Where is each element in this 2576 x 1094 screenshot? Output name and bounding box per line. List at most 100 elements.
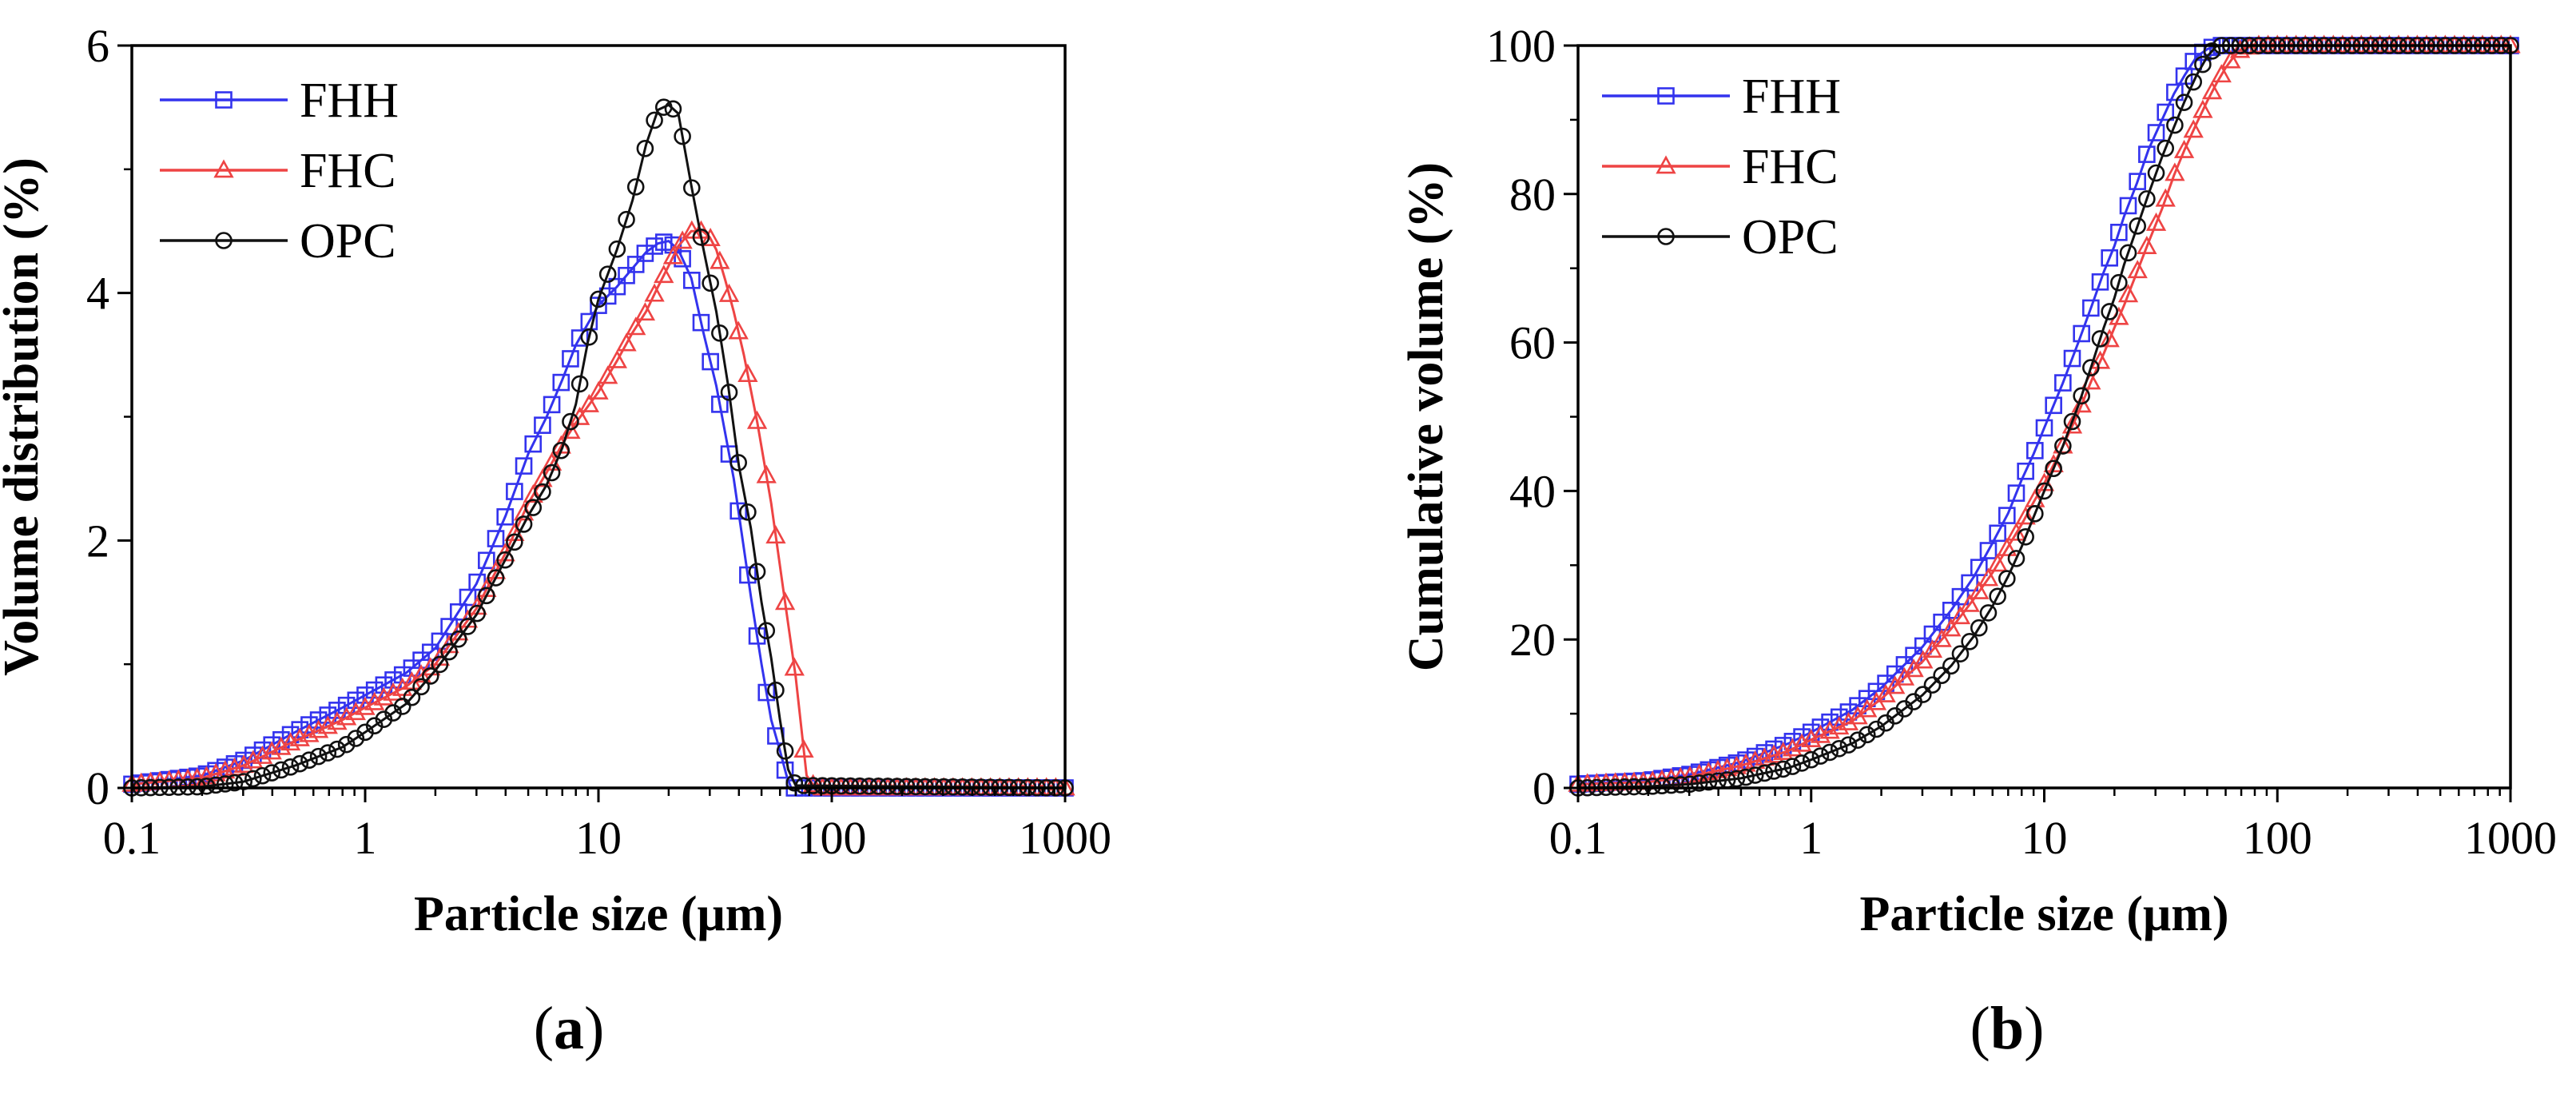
data-point-FHH-33 (1877, 674, 1894, 692)
data-point-FHC-29 (1838, 711, 1859, 730)
data-point-OPC-65 (729, 454, 748, 471)
data-point-OPC-54 (626, 178, 645, 196)
data-point-OPC-28 (1830, 739, 1848, 758)
data-point-OPC-66 (2184, 73, 2203, 91)
data-point-FHC-24 (1791, 733, 1812, 752)
data-point-OPC-44 (1979, 604, 1998, 622)
legend-marker (1656, 155, 1676, 174)
data-point-FHH-59 (674, 249, 691, 268)
panel-b-chart: 0.1 1 10 100 1000 0 20 40 60 80 100 Particle size (… (1399, 20, 2557, 941)
data-point-FHH-67 (748, 627, 766, 645)
legend-entry-OPC: OPC (1602, 210, 1839, 265)
data-point-OPC-52 (2054, 437, 2072, 455)
data-point-OPC-54 (2073, 387, 2090, 405)
data-point-FHH-56 (2091, 273, 2109, 291)
data-point-OPC-37 (1914, 686, 1932, 703)
legend-marker (215, 232, 233, 249)
data-point-OPC-80 (869, 778, 888, 795)
legend-label-FHC: FHC (1742, 140, 1839, 194)
data-point-FHC-28 (1829, 716, 1850, 735)
data-point-FHH-47 (562, 350, 579, 368)
data-point-FHC-43 (523, 483, 543, 503)
data-point-FHC-25 (1801, 728, 1822, 747)
y-tick-label: 4 (86, 268, 109, 320)
panel-label-b-open: ( (1970, 995, 1990, 1062)
y-tick-label: 80 (1509, 169, 1556, 221)
series-FHC (121, 220, 1075, 796)
y-tick-label: 20 (1509, 614, 1556, 666)
data-point-FHH-60 (2129, 173, 2146, 190)
series-OPC (123, 98, 1074, 797)
data-point-OPC-47 (2007, 550, 2025, 567)
data-point-FHH-65 (2175, 67, 2193, 86)
data-point-OPC-13 (244, 770, 262, 788)
data-point-FHC-64 (2165, 162, 2185, 181)
data-point-OPC-66 (739, 503, 757, 521)
data-point-FHH-47 (2007, 484, 2025, 502)
data-point-FHH-57 (654, 233, 673, 251)
data-point-FHH-51 (2045, 396, 2062, 415)
data-point-OPC-77 (841, 777, 860, 795)
y-tick-label: 100 (1486, 20, 1556, 72)
panel-label-b-letter: b (1990, 995, 2024, 1062)
x-tick-label: 1000 (2464, 812, 2557, 864)
data-point-FHH-26 (365, 681, 384, 699)
data-point-FHH-46 (1998, 507, 2016, 524)
data-point-OPC-55 (636, 140, 654, 157)
data-point-FHH-38 (478, 551, 495, 570)
data-point-FHC-65 (2173, 139, 2195, 158)
data-point-FHH-36 (459, 588, 477, 607)
data-point-OPC-62 (702, 274, 719, 292)
data-point-OPC-58 (2110, 273, 2128, 292)
data-point-FHH-60 (682, 272, 701, 289)
data-point-OPC-20 (309, 747, 328, 766)
data-point-FHH-41 (1951, 587, 1970, 606)
plot-frame (1576, 44, 2512, 790)
data-point-FHH-63 (711, 396, 729, 413)
data-point-FHH-70 (776, 761, 794, 779)
data-point-FHH-45 (543, 396, 561, 414)
data-point-FHH-42 (1961, 574, 1978, 592)
data-point-OPC-59 (2119, 244, 2137, 262)
data-point-FHH-53 (2063, 349, 2081, 368)
data-point-FHC-15 (261, 741, 282, 760)
y-axis-title: Cumulative volume (%) (1399, 162, 1453, 671)
legend-label-FHH: FHH (1742, 70, 1841, 124)
data-point-OPC-32 (421, 667, 439, 685)
data-point-FHC-28 (383, 682, 403, 701)
legend-entry-OPC: OPC (160, 214, 396, 269)
data-point-FHC-52 (606, 349, 628, 368)
data-point-OPC-59 (674, 127, 691, 145)
data-point-FHC-63 (2155, 188, 2176, 207)
data-point-OPC-37 (468, 604, 486, 623)
data-point-FHC-68 (2201, 81, 2223, 100)
data-point-OPC-45 (1989, 587, 2006, 606)
data-point-OPC-65 (2175, 93, 2193, 111)
panel-label-a: (a) (534, 995, 605, 1062)
data-point-FHH-62 (2147, 124, 2165, 141)
data-point-FHH-50 (2035, 419, 2053, 437)
data-point-OPC-68 (2203, 42, 2221, 60)
data-point-OPC-33 (431, 655, 449, 674)
data-point-FHH-66 (2184, 53, 2203, 70)
data-point-OPC-45 (543, 463, 561, 482)
data-point-OPC-79 (860, 777, 878, 795)
data-point-OPC-57 (654, 98, 673, 116)
data-point-FHC-29 (392, 677, 413, 696)
data-point-FHC-60 (2127, 260, 2148, 279)
data-point-FHC-44 (1978, 567, 1999, 587)
data-point-OPC-14 (1699, 773, 1718, 791)
x-tick-label: 100 (797, 812, 867, 864)
data-point-OPC-34 (440, 642, 458, 661)
data-point-OPC-43 (1970, 619, 1988, 637)
data-point-OPC-15 (263, 764, 281, 782)
data-point-OPC-53 (2063, 412, 2081, 431)
x-tick-label: 10 (2021, 812, 2068, 864)
data-point-FHH-54 (2073, 324, 2090, 343)
data-point-OPC-46 (552, 441, 570, 459)
data-point-FHH-35 (449, 603, 467, 621)
data-point-OPC-19 (1746, 766, 1764, 784)
data-point-OPC-11 (1672, 776, 1690, 794)
series-line-FHC (1577, 44, 2510, 786)
